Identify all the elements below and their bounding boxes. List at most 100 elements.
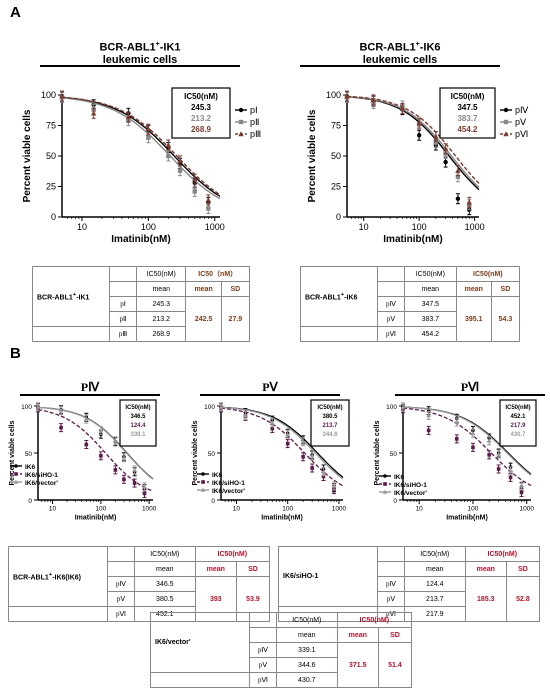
data-point (486, 438, 492, 443)
data-point (59, 425, 63, 430)
legend-label: IK6/siHO-1 (394, 482, 427, 489)
x-tick-label: 100 (95, 506, 106, 513)
legend-marker (200, 487, 206, 492)
data-point (416, 133, 422, 138)
data-point (466, 199, 472, 205)
legend-label: pⅠ (250, 105, 258, 115)
ic50-box-title: IC50(nM) (451, 92, 485, 101)
data-point (321, 474, 326, 479)
table-a1: BCR-ABL1+-IK1 IC50(nM) IC50（nM） mean mean SD… (32, 266, 251, 342)
y-axis-title: Percent viable cells (192, 420, 199, 485)
ic50-box-title: IC50(nM) (125, 405, 150, 411)
ic50-value: 346.5 (130, 414, 146, 420)
legend-label: IK6/siHO-1 (212, 480, 245, 487)
chart-b-pv: 0 50 100 10 100 1000 Imatinib(nM) Percent viabl… (192, 399, 350, 522)
panel-a-right-rule (300, 65, 500, 67)
y-tick-label: 50 (331, 151, 341, 161)
ic50-value: 452.1 (510, 414, 526, 420)
ic50-value: 339.1 (130, 432, 146, 438)
ic50-value: 347.5 (457, 103, 478, 112)
panel-b-title-piv: PⅣ (80, 380, 100, 394)
panel-a-left-title: BCR-ABL1+-IK1 leukemic cells (99, 41, 181, 66)
data-point (98, 428, 104, 433)
chart-b-pvi: 0 50 100 10 100 1000 Imatinib(nM) Percent viabl… (374, 399, 537, 522)
y-tick-label: 0 (393, 498, 397, 505)
data-point (455, 196, 461, 201)
y-tick-label: 75 (46, 121, 56, 131)
y-tick-label: 50 (208, 451, 216, 458)
ic50-box-title: IC50(nM) (317, 405, 342, 411)
y-tick-label: 25 (331, 182, 341, 192)
table-a2: BCR-ABL1+-IK6 IC50(nM) IC50(nM) mean mean SD… (300, 266, 521, 342)
data-point (113, 438, 118, 443)
data-point (90, 110, 97, 116)
legend-marker (14, 472, 18, 476)
ic50-box (439, 87, 496, 139)
x-tick-label: 100 (412, 222, 427, 232)
y-tick-label: 100 (41, 90, 56, 100)
series-curve-2 (61, 96, 221, 196)
data-point (145, 126, 152, 132)
series-curve-2 (402, 406, 532, 476)
data-point (285, 441, 290, 446)
x-tick-label: 10 (233, 506, 241, 513)
data-point (84, 442, 89, 447)
legend-marker (503, 119, 509, 125)
y-axis-title: Percent viable cells (9, 420, 16, 485)
y-tick-label: 25 (46, 182, 56, 192)
y-tick-label: 50 (46, 151, 56, 161)
y-tick-label: 0 (28, 498, 32, 505)
x-tick-label: 100 (468, 506, 479, 513)
x-tick-label: 1000 (332, 506, 347, 513)
ic50-value: 268.9 (191, 125, 212, 134)
ic50-box (119, 399, 157, 447)
data-point (426, 413, 431, 418)
x-tick-label: 10 (77, 222, 87, 232)
table-b3: IK6/vector' IC50(nM) IC50(nM) mean mean SD p… (150, 612, 413, 688)
series-curve-2 (220, 406, 344, 480)
data-point (113, 468, 118, 472)
panel-b-rule-piv (20, 394, 160, 396)
legend-marker (382, 489, 388, 494)
legend-label: IK6 (25, 464, 36, 471)
data-point (496, 451, 501, 456)
table-a1-rowlabel: BCR-ABL1+-IK1 (32, 266, 110, 327)
data-point (399, 105, 406, 111)
data-point (177, 168, 183, 173)
chart-a-right: 0 25 50 75 100 10 100 1000 Imatinib(nM) Percent v… (307, 87, 529, 245)
data-point (454, 419, 460, 424)
data-point (59, 93, 65, 99)
data-point (454, 437, 459, 441)
data-point (370, 97, 377, 103)
data-point (177, 158, 183, 164)
legend-marker (503, 107, 509, 113)
legend-label: pⅣ (515, 105, 529, 115)
series-curve-1 (37, 408, 154, 492)
x-axis-title: Imatinib(nM) (111, 234, 170, 245)
legend-label: IK6 (212, 472, 223, 479)
table-b2: IK6/siHO-1 IC50(nM) IC50(nM) mean mean SD pⅣ… (278, 546, 541, 622)
x-axis-title: Imatinib(nM) (261, 515, 303, 522)
legend-marker (383, 474, 387, 478)
ic50-value: 124.4 (130, 423, 146, 429)
ic50-value: 380.5 (322, 414, 338, 420)
y-tick-label: 75 (331, 121, 341, 131)
x-tick-label: 10 (416, 506, 424, 513)
y-tick-label: 0 (211, 498, 215, 505)
ic50-value: 430.7 (510, 432, 526, 438)
y-axis-title: Percent viable cells (307, 109, 318, 202)
ic50-value: 454.2 (457, 125, 478, 134)
chart-a-left: 0 25 50 75 100 10 100 1000 Imatinib(nM) Percent v… (22, 87, 261, 245)
data-point (99, 454, 103, 458)
x-tick-label: 1000 (465, 222, 485, 232)
data-point (344, 93, 350, 99)
data-point (166, 153, 171, 159)
ic50-value: 217.9 (510, 423, 526, 429)
data-point (122, 477, 126, 482)
legend-label: pⅢ (250, 129, 261, 139)
panel-b-title-pvi: PⅥ (460, 380, 480, 394)
ic50-value: 383.7 (457, 114, 478, 123)
data-point (243, 413, 248, 418)
legend-marker (201, 472, 205, 476)
x-axis-title: Imatinib(nM) (75, 515, 117, 522)
